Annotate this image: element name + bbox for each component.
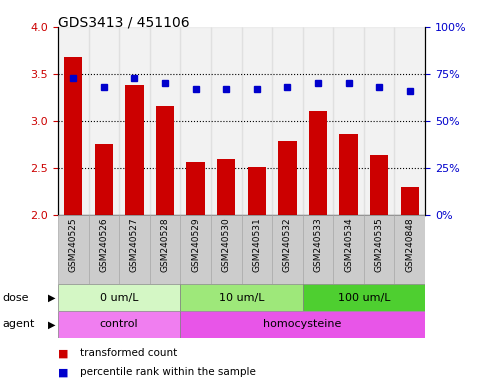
Bar [364,27,395,215]
Text: homocysteine: homocysteine [264,319,342,329]
Text: ■: ■ [58,367,69,377]
Bar [88,215,119,284]
Bar [303,215,333,284]
Text: transformed count: transformed count [80,348,177,358]
Bar [395,27,425,215]
Bar [364,215,395,284]
Bar [395,215,425,284]
Bar [95,144,113,215]
Bar [309,111,327,215]
Bar [64,57,83,215]
Bar [119,27,150,215]
Bar [248,167,266,215]
Text: GDS3413 / 451106: GDS3413 / 451106 [58,15,190,29]
Bar [58,215,88,284]
Bar [242,215,272,284]
Bar [180,284,303,311]
Bar [242,27,272,215]
Text: 0 um/L: 0 um/L [100,293,139,303]
Text: GSM240525: GSM240525 [69,217,78,272]
Text: GSM240533: GSM240533 [313,217,323,272]
Bar [370,155,388,215]
Text: ▶: ▶ [48,293,56,303]
Text: 10 um/L: 10 um/L [219,293,264,303]
Text: GSM240526: GSM240526 [99,217,108,272]
Bar [180,311,425,338]
Bar [400,187,419,215]
Bar [88,27,119,215]
Text: GSM240529: GSM240529 [191,217,200,272]
Bar [303,27,333,215]
Bar [119,215,150,284]
Bar [333,27,364,215]
Bar [340,134,358,215]
Text: ■: ■ [58,348,69,358]
Text: GSM240527: GSM240527 [130,217,139,272]
Bar [211,215,242,284]
Bar [186,162,205,215]
Text: ▶: ▶ [48,319,56,329]
Text: GSM240535: GSM240535 [375,217,384,272]
Bar [125,85,143,215]
Text: percentile rank within the sample: percentile rank within the sample [80,367,256,377]
Bar [180,27,211,215]
Text: GSM240848: GSM240848 [405,217,414,272]
Text: GSM240530: GSM240530 [222,217,231,272]
Bar [58,311,180,338]
Bar [278,141,297,215]
Bar [217,159,235,215]
Bar [272,27,303,215]
Text: GSM240531: GSM240531 [252,217,261,272]
Text: GSM240528: GSM240528 [160,217,170,272]
Bar [156,106,174,215]
Bar [150,27,180,215]
Bar [58,27,88,215]
Text: agent: agent [2,319,35,329]
Bar [303,284,425,311]
Bar [180,215,211,284]
Text: dose: dose [2,293,29,303]
Bar [272,215,303,284]
Bar [211,27,242,215]
Text: GSM240532: GSM240532 [283,217,292,272]
Bar [58,284,180,311]
Text: control: control [100,319,139,329]
Text: GSM240534: GSM240534 [344,217,353,272]
Bar [333,215,364,284]
Bar [150,215,180,284]
Text: 100 um/L: 100 um/L [338,293,390,303]
